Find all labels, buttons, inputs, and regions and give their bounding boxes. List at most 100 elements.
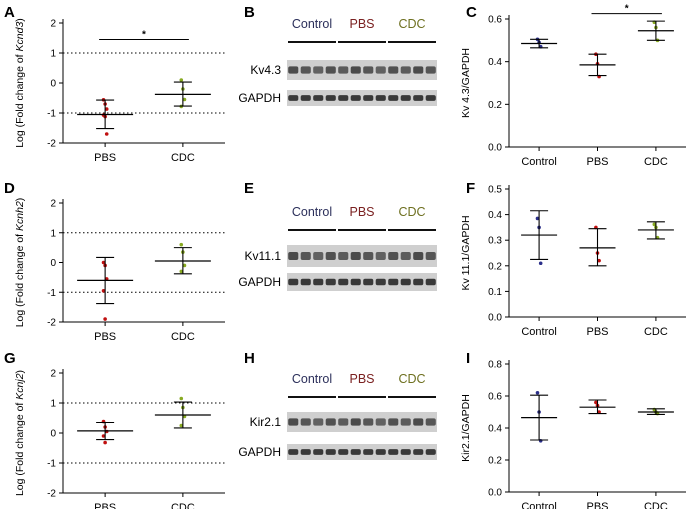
- blot-band: [425, 449, 436, 455]
- data-point: [597, 410, 601, 414]
- blot-band: [288, 252, 299, 260]
- blot-group-label: PBS: [349, 205, 374, 219]
- data-point: [101, 288, 106, 293]
- panel-letter-e: E: [244, 180, 254, 197]
- data-point: [182, 97, 187, 102]
- data-point: [179, 78, 184, 82]
- significance-star: *: [625, 4, 629, 15]
- y-tick-label: 2: [50, 199, 56, 210]
- x-tick-label: Control: [521, 156, 556, 168]
- blot-band: [363, 95, 374, 101]
- y-tick-label: 0.0: [488, 143, 502, 154]
- data-point: [597, 258, 601, 263]
- blot-band: [375, 95, 386, 101]
- blot-loading-label: GAPDH: [238, 445, 281, 459]
- blot-band: [425, 252, 436, 260]
- y-tick-label: 0.2: [488, 456, 502, 467]
- x-tick-label: CDC: [171, 152, 195, 164]
- x-tick-label: CDC: [171, 502, 195, 509]
- blot-band: [288, 95, 299, 101]
- y-tick-label: 0.0: [488, 488, 502, 499]
- panel-letter-i: I: [466, 350, 470, 367]
- x-tick-label: CDC: [644, 501, 668, 509]
- blot-target-label: Kv11.1: [245, 249, 282, 263]
- y-tick-label: -1: [47, 459, 56, 470]
- blot-band: [413, 66, 424, 74]
- blot-band: [375, 252, 386, 260]
- y-tick-label: 0.3: [488, 236, 502, 247]
- blot-band: [350, 252, 361, 260]
- y-tick-label: 0.4: [488, 210, 502, 221]
- blot-band: [313, 95, 324, 101]
- y-tick-label: 0.4: [488, 57, 502, 68]
- x-tick-label: PBS: [94, 502, 116, 509]
- blot-e: Control PBS CDC Kv11.1 GAPDH: [238, 205, 437, 291]
- y-tick-label: -1: [47, 109, 56, 120]
- blot-band: [400, 95, 411, 101]
- blot-b: Control PBS CDC Kv4.3 GAPDH: [238, 17, 437, 106]
- y-tick-label: 0: [50, 429, 56, 440]
- blot-band: [363, 449, 374, 455]
- data-point: [182, 263, 187, 268]
- data-point: [535, 216, 540, 221]
- panel-letters-layer: A B C D E F G H I: [4, 4, 477, 367]
- blot-band: [400, 278, 411, 286]
- y-tick-label: -2: [47, 139, 56, 150]
- blot-band: [388, 66, 399, 74]
- blot-band: [325, 66, 336, 74]
- blot-group-label: Control: [292, 372, 332, 386]
- panel-letter-b: B: [244, 4, 255, 21]
- blot-band: [338, 449, 349, 455]
- blot-band: [338, 95, 349, 101]
- y-tick-label: 0.6: [488, 392, 502, 403]
- data-point: [179, 269, 184, 274]
- blot-band: [388, 449, 399, 455]
- data-point: [652, 222, 657, 227]
- blot-band: [338, 252, 349, 260]
- blot-membrane-loading: [287, 273, 437, 291]
- chart-a: -2 -1 0 1 2 PBS CDC Log (Fold change of Kcnd3) *: [14, 18, 225, 164]
- blot-membrane-target: [287, 60, 437, 80]
- blot-target-label: Kir2.1: [250, 415, 282, 429]
- blot-band: [325, 278, 336, 286]
- blot-group-label: Control: [292, 205, 332, 219]
- blot-band: [350, 449, 361, 455]
- blot-band: [300, 95, 311, 101]
- blot-band: [313, 449, 324, 455]
- data-point: [179, 242, 184, 247]
- blot-band: [338, 418, 349, 426]
- y-axis-label: Log (Fold change of Kcnd3): [14, 18, 26, 148]
- y-tick-label: 0: [50, 79, 56, 90]
- data-point: [594, 400, 598, 405]
- y-tick-label: 1: [50, 49, 56, 60]
- y-tick-label: 0.2: [488, 261, 502, 272]
- y-tick-label: 1: [50, 228, 56, 239]
- chart-d: -2 -1 0 1 2 PBS CDC Log (Fold change of Kcnh2): [14, 198, 225, 343]
- blot-band: [350, 95, 361, 101]
- y-tick-label: -2: [47, 318, 56, 329]
- chart-i: 0.0 0.2 0.4 0.6 0.8 Control PBS CDC Kir2.1/GAPDH: [460, 360, 686, 509]
- blot-band: [350, 278, 361, 286]
- blot-band: [425, 95, 436, 101]
- blot-band: [413, 449, 424, 455]
- blot-group-label: Control: [292, 17, 332, 31]
- y-axis-label: Kir2.1/GAPDH: [460, 394, 472, 462]
- blot-group-label: CDC: [398, 372, 425, 386]
- x-tick-label: CDC: [644, 156, 668, 168]
- data-point: [104, 107, 109, 111]
- data-point: [535, 391, 540, 395]
- blot-band: [300, 66, 311, 74]
- y-tick-label: 0.5: [488, 185, 502, 196]
- blot-band: [350, 66, 361, 74]
- y-tick-label: 2: [50, 369, 56, 380]
- blot-band: [338, 278, 349, 286]
- blot-band: [363, 418, 374, 426]
- blot-band: [400, 66, 411, 74]
- chart-f: 0.0 0.1 0.2 0.3 0.4 0.5 Control PBS CDC Kv 11.1/G…: [460, 185, 686, 338]
- chart-g: -2 -1 0 1 2 PBS CDC Log (Fold change of Kcnj2): [14, 369, 225, 509]
- y-tick-label: 0.8: [488, 360, 502, 371]
- blot-band: [425, 66, 436, 74]
- blot-band: [400, 252, 411, 260]
- data-point: [101, 260, 106, 265]
